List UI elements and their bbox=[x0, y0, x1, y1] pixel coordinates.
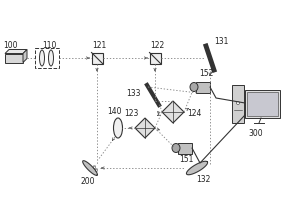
Text: 121: 121 bbox=[92, 40, 106, 49]
Text: 100: 100 bbox=[3, 42, 17, 50]
Bar bbox=[247, 92, 278, 116]
Polygon shape bbox=[23, 49, 27, 62]
Ellipse shape bbox=[190, 82, 198, 92]
Text: θ: θ bbox=[92, 165, 95, 170]
Bar bbox=[178, 143, 192, 154]
Text: 300: 300 bbox=[249, 129, 263, 138]
Ellipse shape bbox=[49, 50, 53, 66]
Text: 152: 152 bbox=[199, 70, 213, 78]
Text: 110: 110 bbox=[42, 40, 56, 49]
Text: 122: 122 bbox=[150, 40, 164, 49]
Bar bbox=[196, 82, 210, 93]
Ellipse shape bbox=[40, 50, 44, 66]
Polygon shape bbox=[83, 161, 97, 175]
Bar bbox=[149, 52, 161, 64]
Polygon shape bbox=[135, 118, 155, 138]
Bar bbox=[232, 85, 244, 123]
Bar bbox=[35, 48, 59, 68]
Bar bbox=[5, 53, 23, 62]
Ellipse shape bbox=[172, 144, 180, 152]
Text: θ: θ bbox=[94, 168, 98, 173]
Text: 123: 123 bbox=[124, 110, 138, 118]
Bar bbox=[245, 90, 280, 118]
Polygon shape bbox=[187, 161, 208, 175]
Text: 151: 151 bbox=[179, 154, 193, 164]
Polygon shape bbox=[5, 49, 27, 53]
Polygon shape bbox=[162, 101, 184, 123]
Ellipse shape bbox=[113, 118, 122, 138]
Bar bbox=[92, 52, 103, 64]
Text: 132: 132 bbox=[196, 176, 210, 184]
Ellipse shape bbox=[236, 102, 239, 104]
Text: 140: 140 bbox=[107, 108, 121, 116]
Text: 124: 124 bbox=[187, 110, 201, 118]
Text: 131: 131 bbox=[214, 38, 228, 46]
Text: 200: 200 bbox=[81, 176, 95, 186]
Text: 133: 133 bbox=[127, 88, 141, 98]
